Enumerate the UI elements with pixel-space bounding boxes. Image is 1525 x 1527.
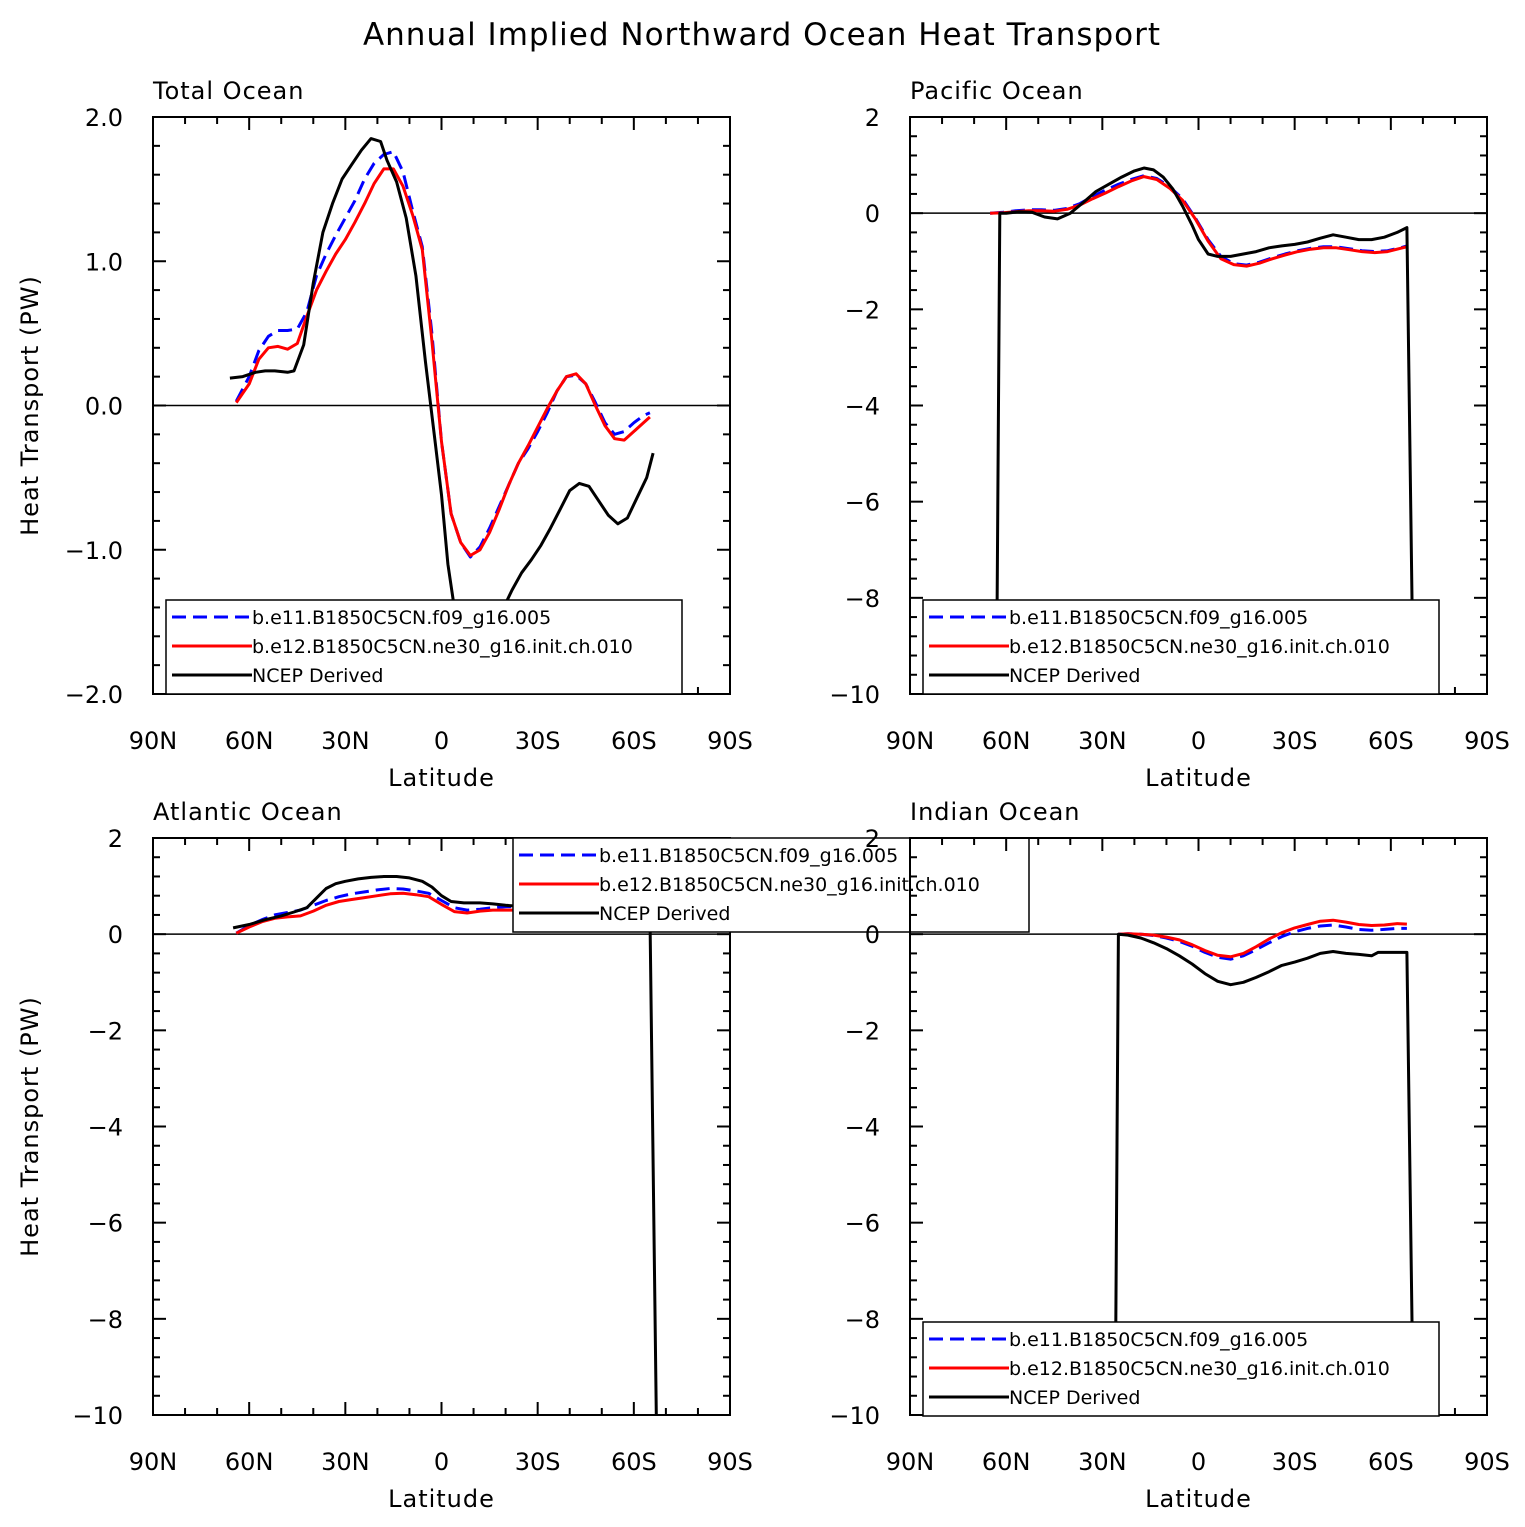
panel-1-legend-label-1: b.e11.B1850C5CN.f09_g16.005 — [252, 607, 551, 629]
panel-1-xtick-label: 0 — [434, 727, 449, 755]
panel-4-xtick-label: 30S — [1272, 1448, 1318, 1476]
panel-1-series-3-line — [229, 137, 655, 647]
panel-3: Atlantic Ocean 90N 60N 30N 0 30S 60S 90S 2 0 −2 −4 −… — [16, 798, 1030, 1513]
panel-1-ytick-label: 2.0 — [85, 104, 123, 132]
panel-4-ytick-label: −6 — [845, 1210, 880, 1238]
panel-1-ytick-label: −2.0 — [65, 681, 123, 709]
panel-2-ytick-label: −6 — [845, 489, 880, 517]
panel-4: Indian Ocean 90N 60N 30N 0 30S 60S 90S 2 0 −2 −4 −6 −… — [829, 798, 1510, 1513]
panel-4-xtick-label: 30N — [1078, 1448, 1127, 1476]
panel-1: Total Ocean 90N 60N 30N 0 30S 60S 90S 2.0 1.0 0.0 −… — [16, 77, 753, 792]
panel-1-xtick-label: 90N — [129, 727, 178, 755]
panel-1-ytick-label: 1.0 — [85, 248, 123, 276]
panel-4-series-3-line — [1113, 932, 1415, 1416]
panel-3-legend: b.e11.B1850C5CN.f09_g16.005 b.e12.B1850C5… — [512, 837, 1030, 933]
panel-4-xtick-label: 90S — [1464, 1448, 1510, 1476]
panel-2-ytick-label: −4 — [845, 393, 880, 421]
figure-title: Annual Implied Northward Ocean Heat Tran… — [363, 17, 1161, 53]
panel-2-ytick-label: 0 — [865, 200, 880, 228]
panel-2-xtick-label: 60S — [1368, 727, 1414, 755]
panel-2: Pacific Ocean 90N 60N 30N 0 30S 60S 90S 2 0 −2 −4 −6… — [829, 77, 1510, 792]
panel-3-ytick-label: −2 — [88, 1017, 123, 1045]
panel-1-ylabel: Heat Transport (PW) — [16, 275, 44, 536]
panel-3-xlabel: Latitude — [388, 1485, 495, 1513]
panel-1-xlabel: Latitude — [388, 764, 495, 792]
panel-4-legend-label-3: NCEP Derived — [1009, 1387, 1140, 1409]
panel-2-title: Pacific Ocean — [910, 77, 1084, 105]
panel-3-xtick-label: 90S — [707, 1448, 753, 1476]
panel-1-xtick-label: 60S — [611, 727, 657, 755]
panel-4-xtick-label: 60N — [982, 1448, 1031, 1476]
panel-4-ytick-label: −2 — [845, 1017, 880, 1045]
panel-1-xtick-label: 30S — [515, 727, 561, 755]
panel-2-ytick-label: 2 — [865, 104, 880, 132]
panel-2-ytick-label: −2 — [845, 296, 880, 324]
panel-2-legend-label-3: NCEP Derived — [1009, 665, 1140, 687]
panel-3-ytick-label: −6 — [88, 1210, 123, 1238]
panel-1-ytick-label: −1.0 — [65, 537, 123, 565]
panel-2-legend-label-1: b.e11.B1850C5CN.f09_g16.005 — [1009, 607, 1308, 629]
panel-4-xlabel: Latitude — [1145, 1485, 1252, 1513]
panel-2-xtick-label: 60N — [982, 727, 1031, 755]
panel-3-ytick-label: 2 — [108, 825, 123, 853]
panel-4-title: Indian Ocean — [910, 798, 1081, 826]
panel-3-xtick-label: 30S — [515, 1448, 561, 1476]
panel-4-ytick-label: 2 — [865, 825, 880, 853]
panel-3-legend-label-3: NCEP Derived — [599, 903, 730, 925]
panel-4-ytick-label: −4 — [845, 1114, 880, 1142]
panel-2-series-3-line — [995, 166, 1415, 695]
panel-4-xtick-label: 0 — [1191, 1448, 1206, 1476]
panel-2-legend-label-2: b.e12.B1850C5CN.ne30_g16.init.ch.010 — [1009, 636, 1390, 658]
panel-1-xtick-label: 90S — [707, 727, 753, 755]
panel-1-legend: b.e11.B1850C5CN.f09_g16.005 b.e12.B1850C5… — [165, 599, 683, 695]
panel-2-ytick-label: −10 — [829, 681, 880, 709]
panel-2-xtick-label: 0 — [1191, 727, 1206, 755]
panel-1-xtick-label: 30N — [321, 727, 370, 755]
panel-4-ytick-label: 0 — [865, 921, 880, 949]
panel-4-ytick-label: −8 — [845, 1306, 880, 1334]
panel-1-xtick-label: 60N — [225, 727, 274, 755]
panel-1-title: Total Ocean — [152, 77, 304, 105]
panel-4-legend-label-2: b.e12.B1850C5CN.ne30_g16.init.ch.010 — [1009, 1358, 1390, 1380]
panel-3-legend-label-2: b.e12.B1850C5CN.ne30_g16.init.ch.010 — [599, 874, 980, 896]
panel-2-xtick-label: 90S — [1464, 727, 1510, 755]
panel-2-series-2-line — [990, 175, 1408, 268]
panel-1-ytick-label: 0.0 — [85, 393, 123, 421]
panel-2-legend: b.e11.B1850C5CN.f09_g16.005 b.e12.B1850C5… — [922, 599, 1440, 695]
panel-3-ylabel: Heat Transport (PW) — [16, 996, 44, 1257]
panel-1-legend-label-3: NCEP Derived — [252, 665, 383, 687]
panel-3-ytick-label: 0 — [108, 921, 123, 949]
panel-4-legend-label-1: b.e11.B1850C5CN.f09_g16.005 — [1009, 1329, 1308, 1351]
panel-4-xtick-label: 60S — [1368, 1448, 1414, 1476]
panel-2-xtick-label: 30N — [1078, 727, 1127, 755]
panel-3-ytick-label: −10 — [72, 1402, 123, 1430]
panel-3-ytick-label: −8 — [88, 1306, 123, 1334]
panel-3-title: Atlantic Ocean — [153, 798, 343, 826]
panel-2-xtick-label: 30S — [1272, 727, 1318, 755]
panel-4-xtick-label: 90N — [886, 1448, 935, 1476]
panel-2-xtick-label: 90N — [886, 727, 935, 755]
panel-3-xtick-label: 30N — [321, 1448, 370, 1476]
panel-3-xtick-label: 60N — [225, 1448, 274, 1476]
panel-4-series-2-line — [1118, 918, 1407, 959]
panel-3-xtick-label: 0 — [434, 1448, 449, 1476]
panel-4-legend: b.e11.B1850C5CN.f09_g16.005 b.e12.B1850C5… — [922, 1321, 1440, 1417]
panel-3-xtick-label: 60S — [611, 1448, 657, 1476]
panel-3-ytick-label: −4 — [88, 1114, 123, 1142]
panel-2-ytick-label: −8 — [845, 585, 880, 613]
panel-2-xlabel: Latitude — [1145, 764, 1252, 792]
panel-3-xtick-label: 90N — [129, 1448, 178, 1476]
panel-4-ytick-label: −10 — [829, 1402, 880, 1430]
panel-1-legend-label-2: b.e12.B1850C5CN.ne30_g16.init.ch.010 — [252, 636, 633, 658]
panel-3-legend-label-1: b.e11.B1850C5CN.f09_g16.005 — [599, 845, 898, 867]
